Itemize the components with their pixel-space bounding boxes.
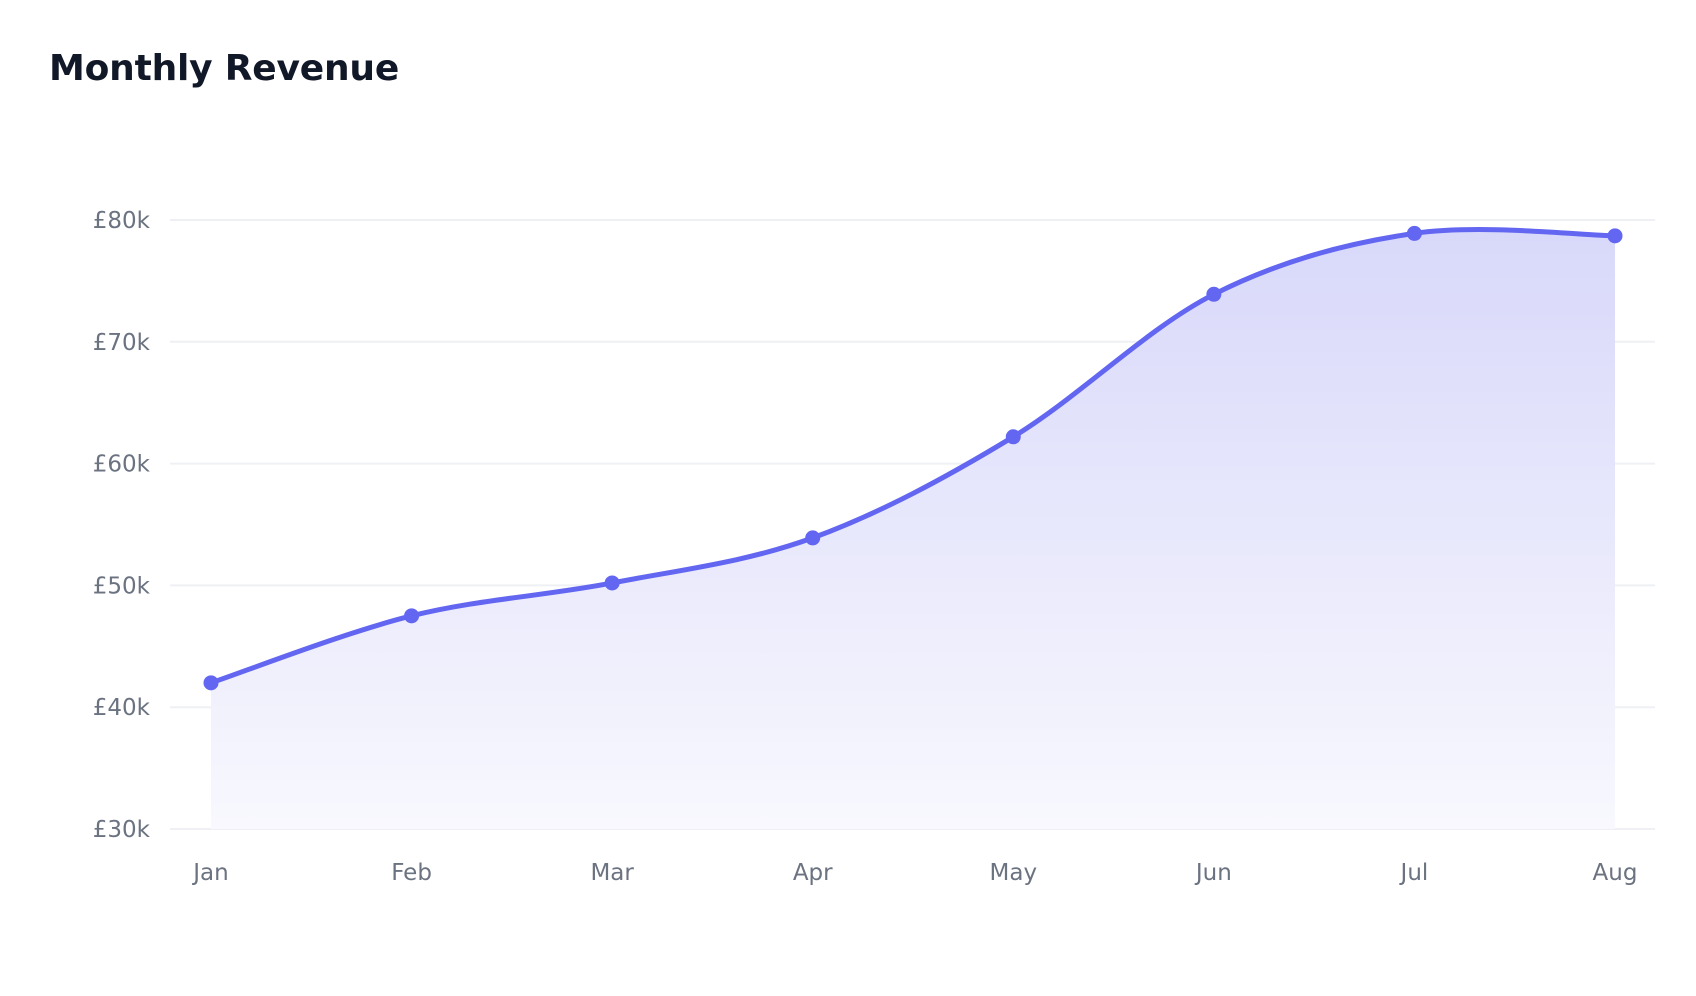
y-tick-label: £40k [93, 695, 151, 721]
x-tick-label: May [990, 860, 1038, 886]
x-tick-label: Aug [1593, 860, 1638, 886]
x-tick-label: Apr [793, 860, 833, 886]
series-area [211, 229, 1615, 829]
chart-title: Monthly Revenue [49, 48, 400, 89]
data-point-aug[interactable] [1607, 228, 1623, 244]
series-line [208, 227, 1618, 686]
y-tick-label: £80k [93, 208, 151, 234]
data-point-jul[interactable] [1406, 225, 1422, 241]
point-layer [203, 225, 1623, 691]
x-tick-label: Mar [590, 860, 634, 886]
data-point-feb[interactable] [404, 608, 420, 624]
data-point-may[interactable] [1005, 429, 1021, 445]
area-layer [211, 229, 1615, 829]
y-tick-label: £50k [93, 573, 151, 599]
x-tick-label: Jun [1194, 860, 1232, 886]
data-point-apr[interactable] [805, 530, 821, 546]
data-point-jun[interactable] [1206, 286, 1222, 302]
x-tick-label: Jul [1399, 860, 1429, 886]
line-layer [208, 227, 1618, 686]
data-point-mar[interactable] [604, 575, 620, 591]
x-tick-label: Jan [191, 860, 228, 886]
data-point-jan[interactable] [203, 675, 219, 691]
x-tick-label: Feb [391, 860, 432, 886]
y-tick-label: £30k [93, 817, 151, 843]
y-tick-label: £60k [93, 452, 151, 478]
x-axis: Jan Feb Mar Apr May Jun Jul Aug [191, 860, 1637, 886]
y-tick-label: £70k [93, 330, 151, 356]
y-axis: £30k £40k £50k £60k £70k £80k [93, 208, 151, 843]
